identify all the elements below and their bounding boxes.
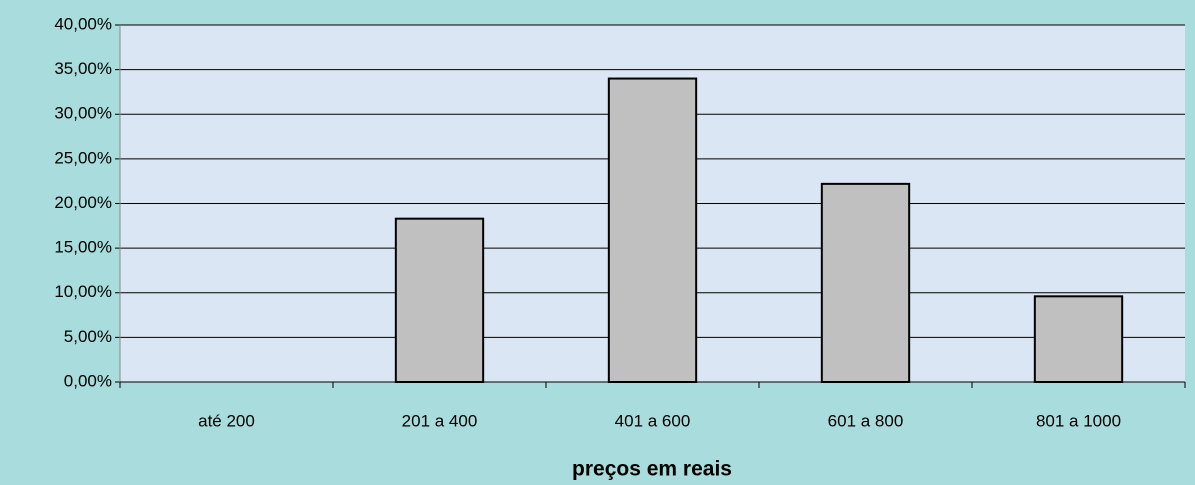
y-tick-label: 10,00% bbox=[54, 282, 112, 301]
y-tick-label: 30,00% bbox=[54, 104, 112, 123]
x-tick-label: 201 a 400 bbox=[402, 411, 478, 430]
y-tick-label: 5,00% bbox=[64, 327, 112, 346]
y-tick-label: 0,00% bbox=[64, 371, 112, 390]
y-tick-label: 35,00% bbox=[54, 59, 112, 78]
y-tick-label: 15,00% bbox=[54, 238, 112, 257]
bar bbox=[1033, 295, 1124, 384]
y-tick-label: 20,00% bbox=[54, 193, 112, 212]
y-tick-label: 25,00% bbox=[54, 148, 112, 167]
x-tick-label: 401 a 600 bbox=[615, 411, 691, 430]
y-tick-label: 40,00% bbox=[54, 14, 112, 33]
x-axis-label: preços em reais bbox=[572, 458, 732, 481]
bar bbox=[607, 77, 698, 384]
x-tick-label: até 200 bbox=[198, 411, 255, 430]
bar bbox=[394, 217, 485, 383]
x-tick-label: 601 a 800 bbox=[828, 411, 904, 430]
x-tick-label: 801 a 1000 bbox=[1036, 411, 1121, 430]
bar bbox=[820, 182, 911, 383]
